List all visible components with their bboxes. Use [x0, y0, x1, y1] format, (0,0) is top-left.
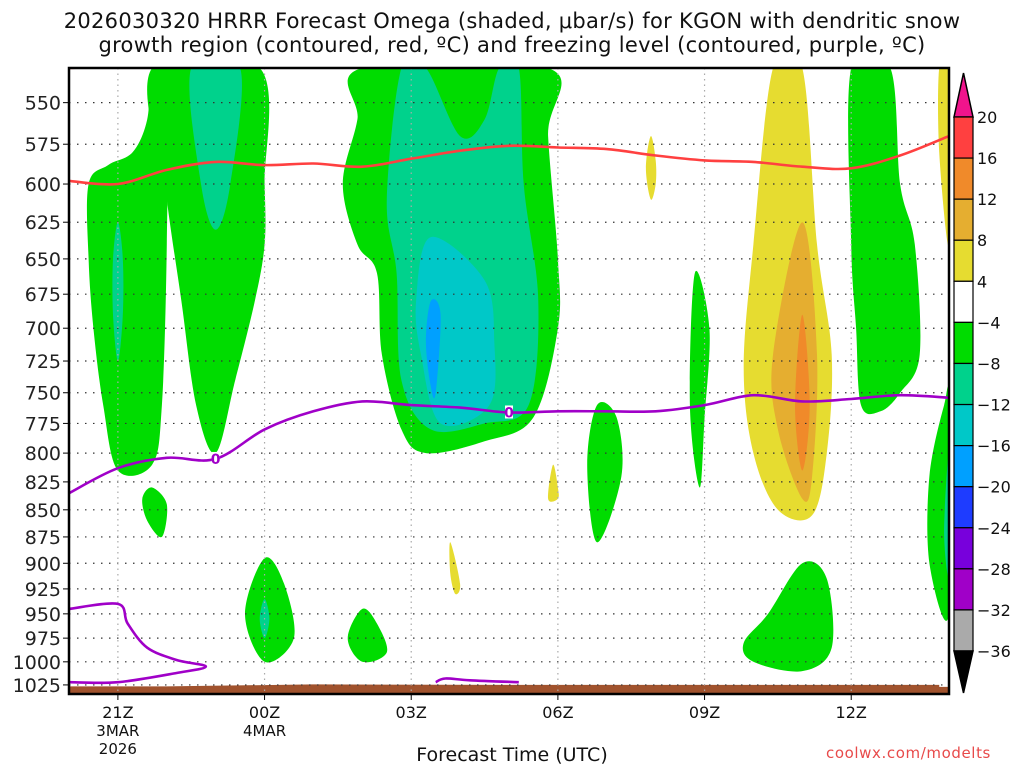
- colorbar-box: [953, 403, 974, 447]
- colorbar-label-4: 4: [977, 272, 987, 291]
- x-tick-label-21Z: 21Z: [102, 703, 133, 722]
- colorbar-label-16: 16: [977, 149, 997, 168]
- terrain-layer: [69, 684, 949, 694]
- y-tick-label-950: 950: [25, 604, 61, 626]
- chart-title-line1: 2026030320 HRRR Forecast Omega (shaded, …: [63, 9, 961, 33]
- omega-east-edge: [927, 386, 949, 621]
- colorbar-label--32: −32: [977, 601, 1011, 620]
- y-tick-label-725: 725: [25, 351, 61, 373]
- omega-low-1: [142, 487, 168, 538]
- colorbar-label--36: −36: [977, 642, 1011, 661]
- chart-title-line2: growth region (contoured, red, ºC) and f…: [98, 33, 926, 57]
- positive-small-3: [449, 542, 461, 595]
- y-tick-label-900: 900: [25, 553, 61, 575]
- y-tick-label-625: 625: [25, 212, 61, 234]
- x-tick-sublabel: 2026: [99, 740, 137, 758]
- colorbar-box: [953, 116, 974, 159]
- y-tick-label-750: 750: [25, 383, 61, 405]
- colorbar: 20 16 12 8 4 −4 −8 −12 −16 −20 −24 −28 −32 −36: [953, 72, 1011, 694]
- contour-lines: 00: [69, 68, 949, 685]
- colorbar-label--28: −28: [977, 560, 1011, 579]
- omega-low-3: [347, 608, 388, 663]
- y-tick-label-650: 650: [25, 249, 61, 271]
- x-tick-label-09Z: 09Z: [689, 703, 720, 722]
- y-tick-label-600: 600: [25, 174, 61, 196]
- positive-small-2: [547, 464, 559, 502]
- colorbar-label--4: −4: [977, 313, 1001, 332]
- y-tick-label-550: 550: [25, 93, 61, 115]
- omega-main-peak: [425, 299, 441, 399]
- colorbar-box: [953, 239, 974, 282]
- colorbar-box: [953, 362, 974, 406]
- colorbar-label--24: −24: [977, 519, 1011, 538]
- colorbar-label-12: 12: [977, 190, 997, 209]
- x-tick-label-00Z: 00Z: [249, 703, 280, 722]
- colorbar-box: [953, 609, 974, 652]
- colorbar-box: [953, 198, 974, 241]
- colorbar-box: [953, 280, 974, 323]
- colorbar-label--8: −8: [977, 354, 1001, 373]
- dendritic-growth-zone: [69, 134, 949, 186]
- omega-low-east: [742, 561, 834, 672]
- x-tick-label-06Z: 06Z: [542, 703, 573, 722]
- colorbar-over-arrow: [953, 72, 974, 118]
- contour-label-bg: [211, 451, 220, 465]
- colorbar-label--16: −16: [977, 437, 1011, 456]
- y-tick-label-675: 675: [25, 284, 61, 306]
- y-tick-label-575: 575: [25, 134, 61, 156]
- x-tick-sublabel: 3MAR: [96, 722, 139, 740]
- omega-low-2: [245, 557, 295, 663]
- y-tick-label-975: 975: [25, 628, 61, 650]
- freezing-level-label: 0: [504, 405, 514, 421]
- credit-link[interactable]: coolwx.com/modelts: [826, 744, 991, 762]
- x-tick-sublabel: 4MAR: [243, 722, 286, 740]
- y-tick-label-925: 925: [25, 579, 61, 601]
- omega-west-inner: [112, 222, 124, 361]
- y-tick-label-825: 825: [25, 472, 61, 494]
- y-tick-label-700: 700: [25, 318, 61, 340]
- grid-lines: [69, 68, 949, 694]
- colorbar-under-arrow: [953, 650, 974, 694]
- colorbar-box: [953, 486, 974, 529]
- freezing-level-lower: [69, 602, 208, 685]
- x-axis-title: Forecast Time (UTC): [416, 744, 608, 766]
- freezing-level-label: 0: [211, 452, 221, 468]
- colorbar-label-20: 20: [977, 108, 997, 127]
- y-tick-label-1025: 1025: [13, 675, 61, 697]
- y-axis: 550 575 600 625 650 675 700 725 750 775 800 825 850 8…: [13, 93, 69, 697]
- shaded-regions: [86, 68, 949, 672]
- x-tick-label-12Z: 12Z: [836, 703, 867, 722]
- positive-far-east: [938, 68, 949, 247]
- terrain-surface: [69, 684, 949, 694]
- colorbar-box: [953, 157, 974, 200]
- y-tick-label-875: 875: [25, 527, 61, 549]
- plot-frame: [67, 66, 951, 696]
- y-tick-label-775: 775: [25, 413, 61, 435]
- colorbar-label--20: −20: [977, 478, 1011, 497]
- colorbar-label--12: −12: [977, 396, 1011, 415]
- x-tick-label-03Z: 03Z: [396, 703, 427, 722]
- colorbar-box: [953, 445, 974, 488]
- omega-west-inner2: [189, 68, 242, 230]
- colorbar-label-8: 8: [977, 231, 987, 250]
- omega-west-column: [86, 68, 169, 476]
- y-tick-label-800: 800: [25, 443, 61, 465]
- colorbar-box: [953, 527, 974, 570]
- colorbar-box: [953, 568, 974, 611]
- freezing-level-surface: [435, 677, 519, 684]
- omega-mid-2: [689, 270, 710, 488]
- positive-east-plume-12: [795, 314, 810, 471]
- colorbar-box: [953, 321, 974, 365]
- y-tick-label-850: 850: [25, 500, 61, 522]
- contour-label-bg: [505, 405, 513, 419]
- omega-mid-1: [587, 401, 623, 543]
- y-tick-label-1000: 1000: [13, 652, 61, 674]
